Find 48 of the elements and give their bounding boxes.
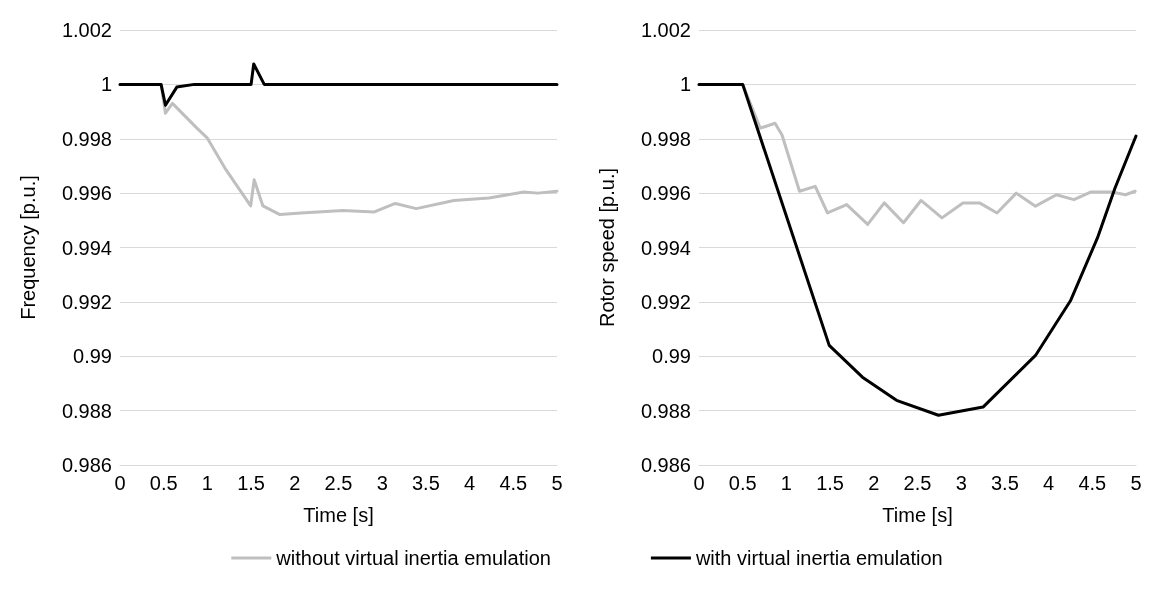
x-tick-label: 5 — [551, 472, 563, 494]
y-tick-label: 0.986 — [61, 454, 112, 476]
x-tick-label: 2.5 — [324, 472, 353, 494]
y-tick-label: 0.992 — [61, 290, 112, 313]
y-tick-label: 1.002 — [61, 19, 112, 41]
x-tick-label: 0.5 — [728, 472, 757, 494]
y-tick-label: 0.986 — [640, 454, 691, 476]
x-tick-label: 4 — [464, 472, 476, 494]
y-axis-title: Rotor speed [p.u.] — [596, 168, 618, 327]
x-tick-label: 4 — [1043, 472, 1055, 494]
x-tick-label: 5 — [1130, 472, 1142, 494]
x-tick-label: 2.5 — [903, 472, 932, 494]
y-tick-label: 0.992 — [640, 290, 691, 313]
x-tick-label: 3.5 — [411, 472, 440, 494]
x-axis-title: Time [s] — [303, 504, 374, 526]
legend-label: with virtual inertia emulation — [694, 547, 943, 569]
x-tick-label: 1 — [201, 472, 213, 494]
y-tick-label: 0.998 — [640, 127, 691, 150]
y-tick-label: 1 — [100, 73, 112, 96]
x-tick-label: 2 — [868, 472, 880, 494]
y-tick-label: 0.994 — [640, 236, 691, 259]
line-series — [118, 62, 559, 107]
x-tick-label: 1 — [780, 472, 792, 494]
y-tick-label: 0.996 — [640, 182, 691, 205]
y-axis-title: Frequency [p.u.] — [17, 175, 39, 320]
y-tick-label: 0.996 — [61, 182, 112, 205]
x-tick-label: 4.5 — [499, 472, 528, 494]
x-tick-label: 3 — [376, 472, 388, 494]
y-tick-label: 0.99 — [652, 345, 691, 368]
x-axis-title: Time [s] — [882, 504, 953, 526]
x-tick-label: 0 — [693, 472, 705, 494]
legend-label: without virtual inertia emulation — [275, 547, 551, 569]
y-tick-label: 0.988 — [61, 399, 112, 422]
x-tick-label: 3.5 — [990, 472, 1019, 494]
line-series — [697, 82, 1138, 417]
y-tick-label: 0.998 — [61, 127, 112, 150]
x-tick-label: 1.5 — [816, 472, 845, 494]
y-tick-label: 0.994 — [61, 236, 112, 259]
y-tick-label: 1 — [679, 73, 691, 96]
x-tick-label: 2 — [289, 472, 301, 494]
x-tick-label: 1.5 — [237, 472, 266, 494]
y-tick-label: 1.002 — [640, 19, 691, 41]
x-tick-label: 0.5 — [149, 472, 178, 494]
y-tick-label: 0.99 — [73, 345, 112, 368]
y-tick-label: 0.988 — [640, 399, 691, 422]
x-tick-label: 3 — [955, 472, 967, 494]
x-tick-label: 0 — [114, 472, 126, 494]
x-tick-label: 4.5 — [1078, 472, 1107, 494]
